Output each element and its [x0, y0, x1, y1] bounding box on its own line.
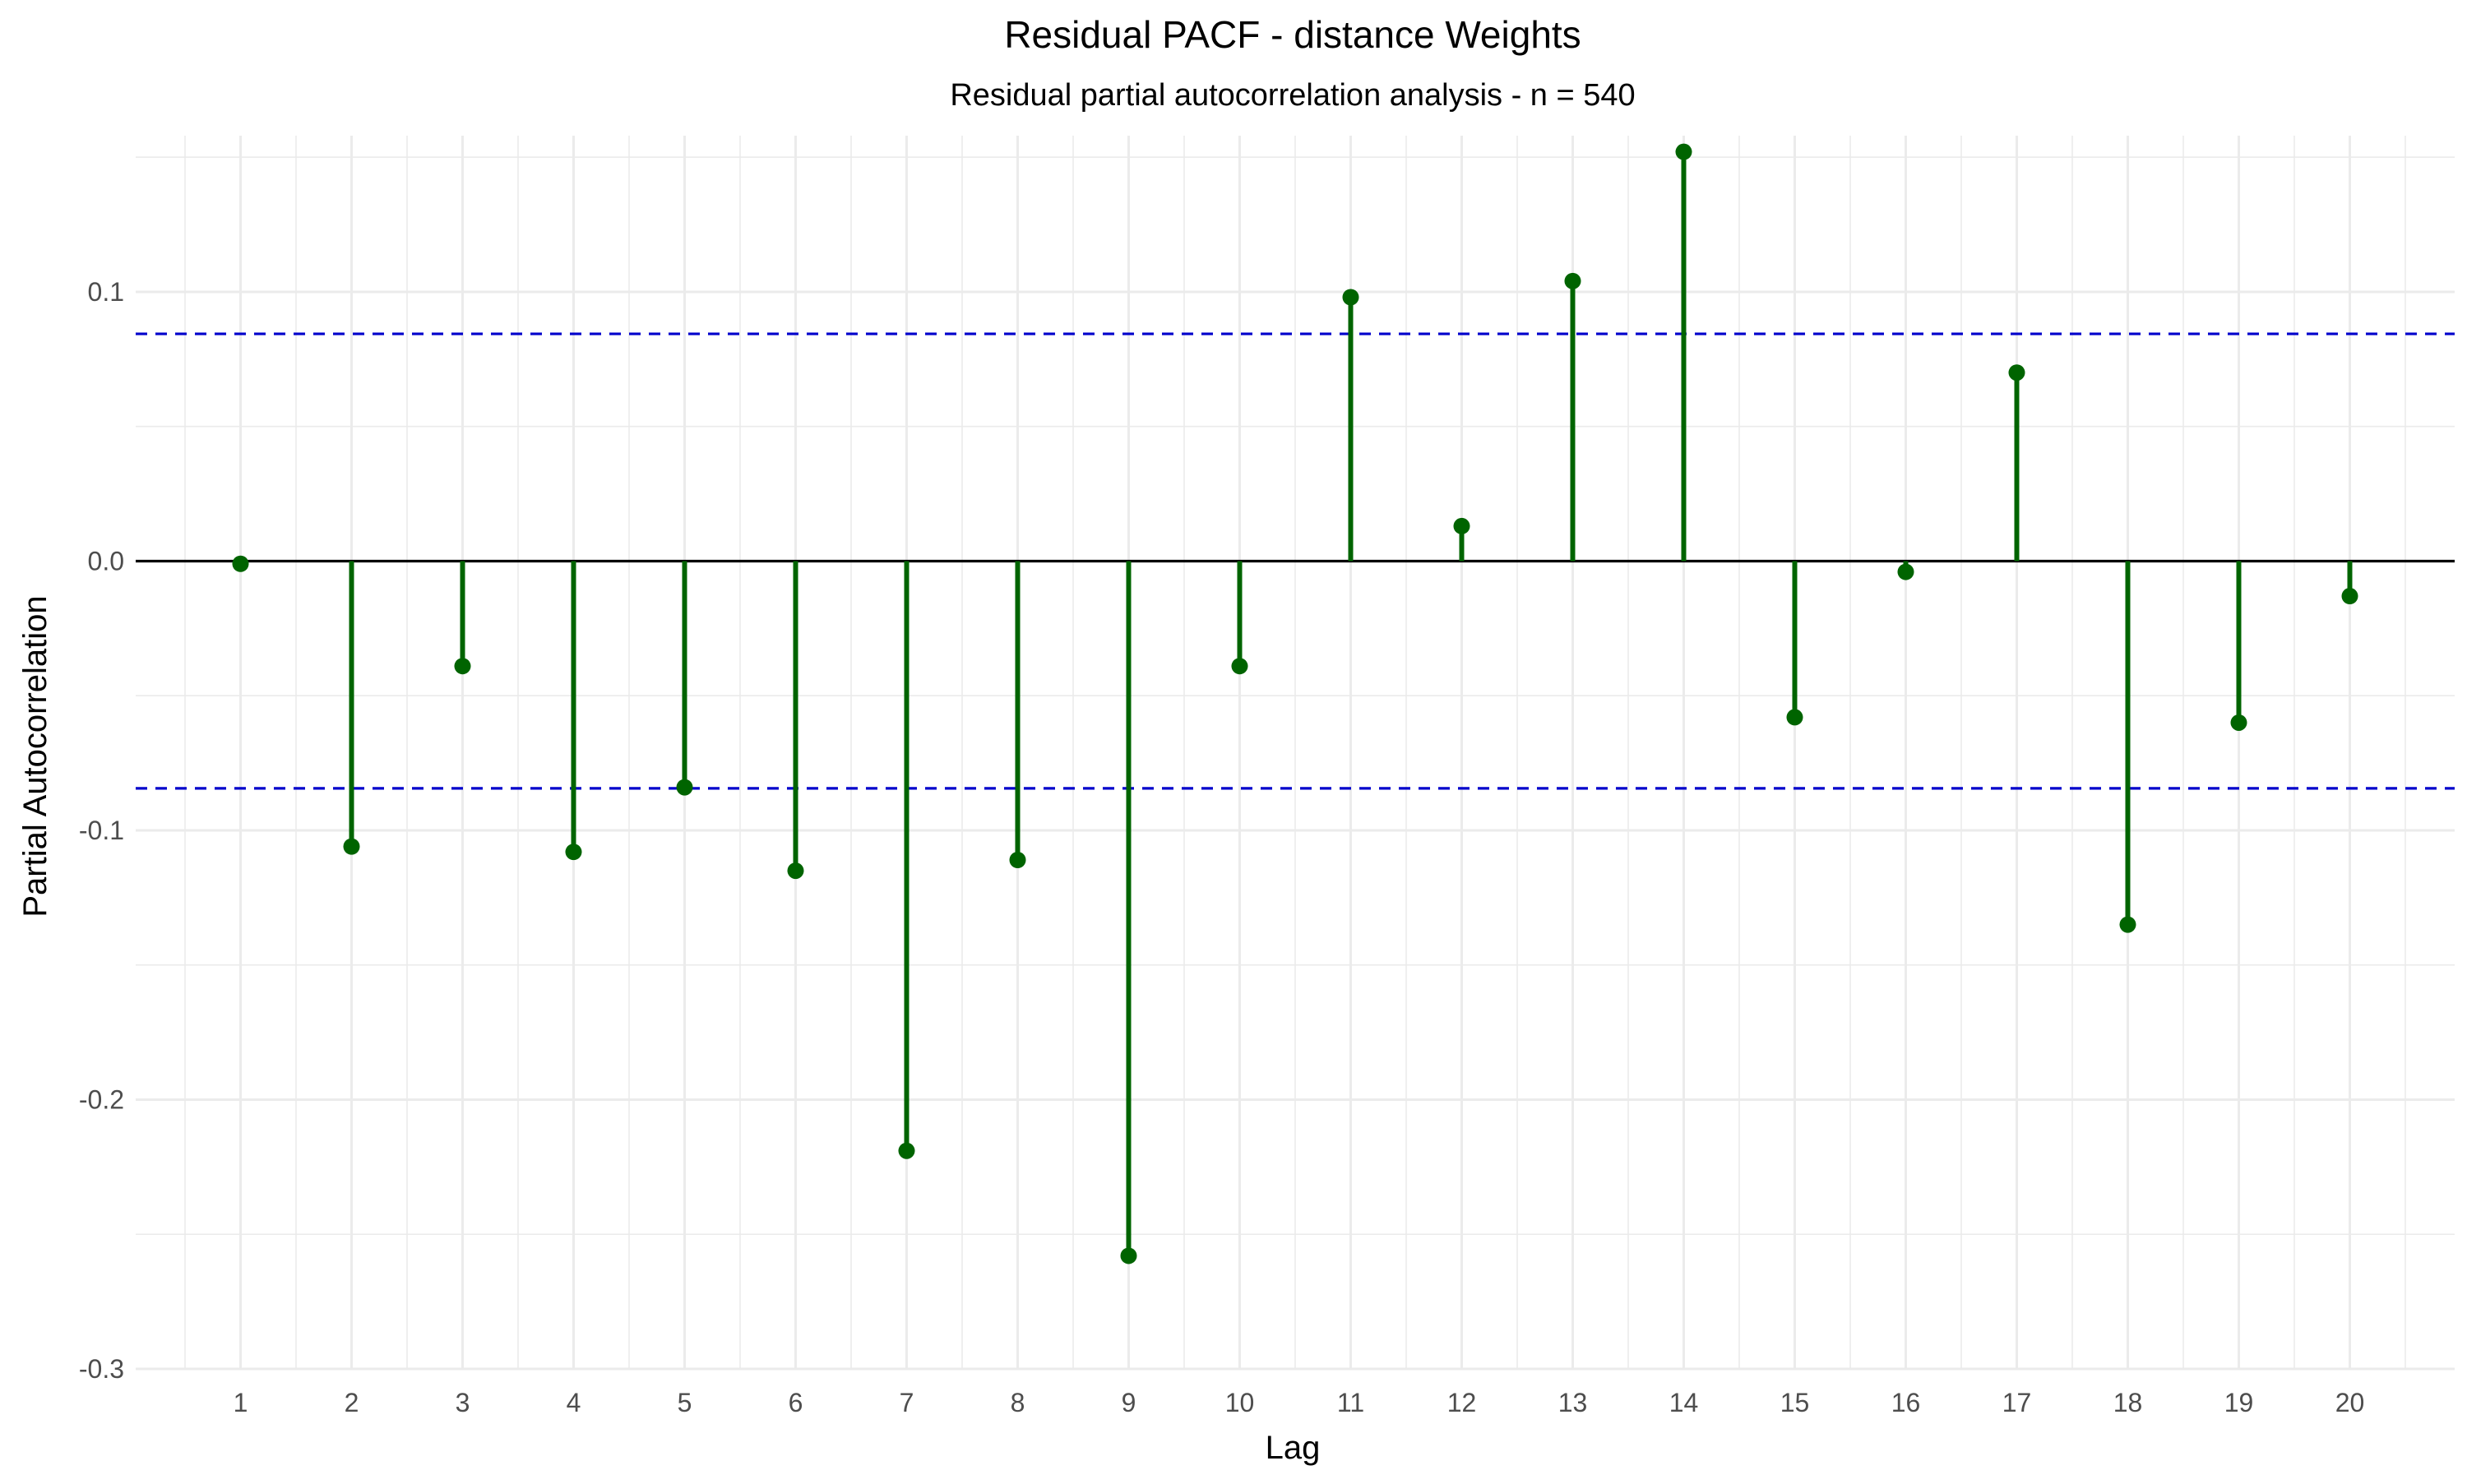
y-tick-label: -0.3: [79, 1354, 124, 1384]
x-tick-label: 15: [1780, 1388, 1810, 1417]
chart-subtitle: Residual partial autocorrelation analysi…: [950, 78, 1635, 113]
x-tick-label: 9: [1122, 1388, 1136, 1417]
reference-lines: [136, 332, 2455, 790]
pacf-point: [343, 838, 360, 855]
pacf-point: [1120, 1247, 1137, 1264]
pacf-point: [1009, 852, 1026, 869]
x-axis-title: Lag: [1266, 1430, 1321, 1466]
y-axis-title: Partial Autocorrelation: [17, 595, 53, 917]
grid: [136, 136, 2455, 1371]
x-tick-label: 3: [456, 1388, 470, 1417]
x-tick-label: 10: [1225, 1388, 1255, 1417]
x-tick-label: 2: [345, 1388, 359, 1417]
x-tick-label: 1: [234, 1388, 248, 1417]
pacf-point: [676, 779, 693, 796]
pacf-point: [1231, 658, 1248, 675]
x-tick-label: 8: [1011, 1388, 1025, 1417]
chart-title: Residual PACF - distance Weights: [1004, 13, 1581, 56]
pacf-point: [1786, 709, 1803, 726]
x-tick-label: 13: [1558, 1388, 1588, 1417]
pacf-point: [454, 658, 471, 675]
pacf-point: [1453, 517, 1470, 534]
x-tick-label: 5: [678, 1388, 692, 1417]
tick-labels: 0.10.0-0.1-0.2-0.31 2 3 4 5 6 7 8 9 10 11 12 13 14 15 1…: [79, 277, 2364, 1417]
x-tick-label: 11: [1337, 1388, 1364, 1417]
data-marks: [232, 143, 2358, 1264]
x-tick-label: 20: [2335, 1388, 2365, 1417]
pacf-point: [1675, 143, 1692, 160]
x-tick-label: 6: [789, 1388, 803, 1417]
x-tick-label: 14: [1669, 1388, 1699, 1417]
x-tick-label: 12: [1447, 1388, 1477, 1417]
pacf-point: [898, 1142, 915, 1159]
x-tick-label: 7: [900, 1388, 914, 1417]
pacf-point: [2341, 588, 2358, 605]
pacf-point: [2230, 714, 2247, 731]
pacf-point: [232, 555, 249, 572]
x-tick-label: 19: [2224, 1388, 2254, 1417]
pacf-point: [565, 844, 582, 861]
y-tick-label: 0.0: [88, 546, 124, 576]
y-tick-label: 0.1: [88, 277, 124, 307]
pacf-point: [2119, 916, 2136, 933]
pacf-point: [1342, 289, 1359, 306]
y-tick-label: -0.2: [79, 1084, 124, 1114]
y-tick-label: -0.1: [79, 816, 124, 845]
x-tick-label: 16: [1891, 1388, 1921, 1417]
pacf-point: [787, 862, 804, 880]
x-tick-label: 18: [2113, 1388, 2143, 1417]
pacf-point: [1564, 272, 1581, 289]
pacf-point: [2008, 364, 2025, 381]
x-tick-label: 17: [2002, 1388, 2032, 1417]
x-tick-label: 4: [567, 1388, 581, 1417]
pacf-point: [1897, 563, 1914, 580]
